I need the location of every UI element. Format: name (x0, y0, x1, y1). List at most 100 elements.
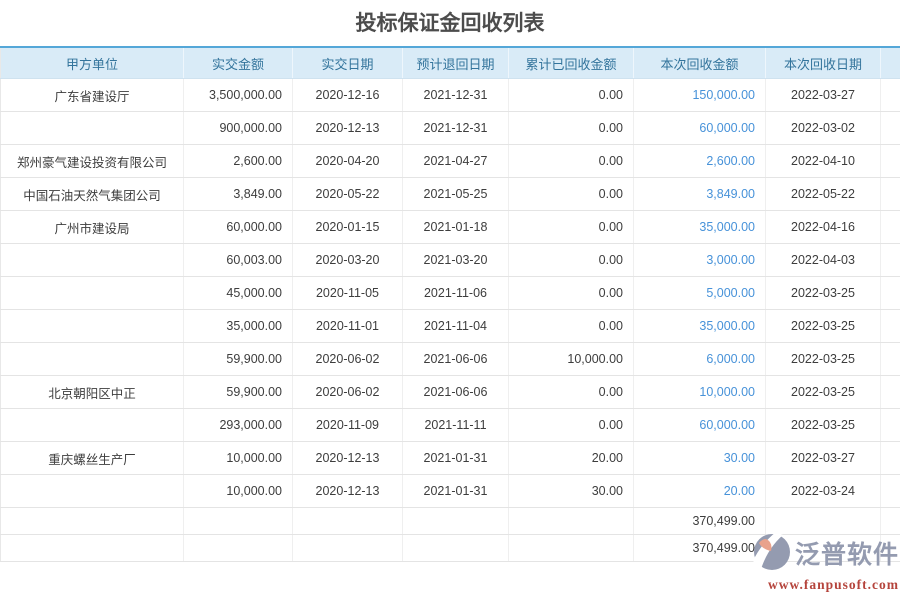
cell-current-recovery-date: 2022-03-02 (765, 111, 881, 145)
cell-party-unit: 郑州豪气建设投资有限公司 (0, 144, 184, 178)
cell-cumulative-recovered: 0.00 (508, 111, 634, 145)
cell-current-recovery-amount[interactable]: 35,000.00 (633, 210, 766, 244)
cell-paid-amount: 59,900.00 (183, 342, 293, 376)
table-row: 郑州豪气建设投资有限公司 2,600.00 2020-04-20 2021-04-27… (0, 144, 900, 178)
cell-cumulative-recovered (508, 507, 634, 535)
cell-expected-return-date: 2021-04-27 (402, 144, 509, 178)
total-row: 370,499.00 (0, 507, 900, 535)
cell-paid-date: 2020-11-05 (292, 276, 403, 310)
col-header-current-recovery-date: 本次回收日期 (765, 46, 881, 79)
cell-current-recovery-date: 2022-03-25 (765, 375, 881, 409)
cell-party-unit (0, 507, 184, 535)
cell-current-recovery-amount[interactable]: 20.00 (633, 474, 766, 508)
cell-empty (880, 309, 900, 343)
cell-cumulative-recovered: 30.00 (508, 474, 634, 508)
cell-expected-return-date: 2021-11-11 (402, 408, 509, 442)
cell-current-recovery-amount[interactable]: 2,600.00 (633, 144, 766, 178)
cell-expected-return-date (402, 507, 509, 535)
cell-current-recovery-date: 2022-04-16 (765, 210, 881, 244)
cell-paid-amount: 60,000.00 (183, 210, 293, 244)
cell-current-recovery-amount[interactable]: 35,000.00 (633, 309, 766, 343)
cell-current-recovery-date: 2022-03-25 (765, 342, 881, 376)
cell-current-recovery-amount[interactable]: 10,000.00 (633, 375, 766, 409)
cell-current-recovery-date: 2022-03-25 (765, 309, 881, 343)
cell-current-recovery-date: 2022-03-25 (765, 408, 881, 442)
cell-cumulative-recovered: 10,000.00 (508, 342, 634, 376)
cell-cumulative-recovered: 0.00 (508, 177, 634, 211)
cell-paid-date: 2020-11-09 (292, 408, 403, 442)
table-row: 广州市建设局 60,000.00 2020-01-15 2021-01-18 0.00 3… (0, 210, 900, 244)
cell-current-recovery-amount[interactable]: 60,000.00 (633, 111, 766, 145)
col-header-party-unit: 甲方单位 (0, 46, 184, 79)
cell-party-unit: 重庆螺丝生产厂 (0, 441, 184, 475)
cell-empty (880, 375, 900, 409)
cell-paid-date: 2020-11-01 (292, 309, 403, 343)
cell-paid-date: 2020-03-20 (292, 243, 403, 277)
cell-party-unit (0, 474, 184, 508)
cell-expected-return-date: 2021-03-20 (402, 243, 509, 277)
cell-paid-amount: 45,000.00 (183, 276, 293, 310)
cell-empty (880, 177, 900, 211)
cell-current-recovery-date: 2022-03-27 (765, 78, 881, 112)
cell-current-recovery-amount: 370,499.00 (633, 507, 766, 535)
cell-current-recovery-amount[interactable]: 3,849.00 (633, 177, 766, 211)
table-header: 甲方单位 实交金额 实交日期 预计退回日期 累计已回收金额 本次回收金额 本次回… (0, 46, 900, 79)
cell-paid-date (292, 507, 403, 535)
page: 投标保证金回收列表 甲方单位 实交金额 实交日期 预计退回日期 累计已回收金额 … (0, 12, 900, 592)
cell-current-recovery-amount[interactable]: 6,000.00 (633, 342, 766, 376)
cell-current-recovery-amount[interactable]: 30.00 (633, 441, 766, 475)
cell-empty (880, 507, 900, 535)
cell-paid-date: 2020-12-13 (292, 474, 403, 508)
cell-paid-amount: 3,500,000.00 (183, 78, 293, 112)
cell-party-unit (0, 309, 184, 343)
col-header-current-recovery-amount: 本次回收金额 (633, 46, 766, 79)
cell-cumulative-recovered: 0.00 (508, 210, 634, 244)
cell-paid-amount: 59,900.00 (183, 375, 293, 409)
cell-party-unit (0, 408, 184, 442)
cell-party-unit (0, 243, 184, 277)
cell-paid-date: 2020-06-02 (292, 342, 403, 376)
fanpu-logo-icon (752, 532, 792, 577)
cell-empty (880, 534, 900, 562)
table-row: 60,003.00 2020-03-20 2021-03-20 0.00 3,000.0… (0, 243, 900, 277)
table-row: 59,900.00 2020-06-02 2021-06-06 10,000.00 6,… (0, 342, 900, 376)
cell-expected-return-date: 2021-01-31 (402, 474, 509, 508)
cell-empty (880, 474, 900, 508)
cell-paid-amount: 10,000.00 (183, 441, 293, 475)
cell-current-recovery-date: 2022-03-24 (765, 474, 881, 508)
cell-cumulative-recovered: 0.00 (508, 144, 634, 178)
watermark-url: www.fanpusoft.com (767, 577, 899, 592)
cell-expected-return-date: 2021-12-31 (402, 78, 509, 112)
cell-current-recovery-date (765, 507, 881, 535)
cell-cumulative-recovered (508, 534, 634, 562)
cell-paid-date: 2020-01-15 (292, 210, 403, 244)
cell-expected-return-date: 2021-06-06 (402, 375, 509, 409)
cell-paid-amount: 900,000.00 (183, 111, 293, 145)
deposit-recovery-table: 甲方单位 实交金额 实交日期 预计退回日期 累计已回收金额 本次回收金额 本次回… (0, 46, 900, 562)
cell-current-recovery-amount[interactable]: 60,000.00 (633, 408, 766, 442)
cell-current-recovery-amount[interactable]: 5,000.00 (633, 276, 766, 310)
cell-cumulative-recovered: 0.00 (508, 78, 634, 112)
cell-current-recovery-amount[interactable]: 150,000.00 (633, 78, 766, 112)
cell-current-recovery-date: 2022-05-22 (765, 177, 881, 211)
table-row: 900,000.00 2020-12-13 2021-12-31 0.00 60,000… (0, 111, 900, 145)
cell-empty (880, 408, 900, 442)
cell-expected-return-date: 2021-01-18 (402, 210, 509, 244)
col-header-paid-date: 实交日期 (292, 46, 403, 79)
cell-cumulative-recovered: 20.00 (508, 441, 634, 475)
cell-cumulative-recovered: 0.00 (508, 309, 634, 343)
cell-empty (880, 441, 900, 475)
cell-paid-date: 2020-04-20 (292, 144, 403, 178)
watermark-brand: 泛普软件 (794, 540, 899, 569)
cell-cumulative-recovered: 0.00 (508, 276, 634, 310)
cell-party-unit (0, 276, 184, 310)
cell-party-unit (0, 342, 184, 376)
cell-expected-return-date: 2021-01-31 (402, 441, 509, 475)
col-header-cumulative-recovered: 累计已回收金额 (508, 46, 634, 79)
cell-current-recovery-amount[interactable]: 3,000.00 (633, 243, 766, 277)
cell-party-unit (0, 111, 184, 145)
cell-party-unit: 广东省建设厅 (0, 78, 184, 112)
col-header-empty (880, 46, 900, 79)
col-header-expected-return-date: 预计退回日期 (402, 46, 509, 79)
table-row: 45,000.00 2020-11-05 2021-11-06 0.00 5,000.0… (0, 276, 900, 310)
